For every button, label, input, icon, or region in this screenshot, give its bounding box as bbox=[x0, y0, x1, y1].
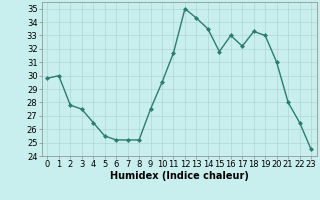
X-axis label: Humidex (Indice chaleur): Humidex (Indice chaleur) bbox=[110, 171, 249, 181]
